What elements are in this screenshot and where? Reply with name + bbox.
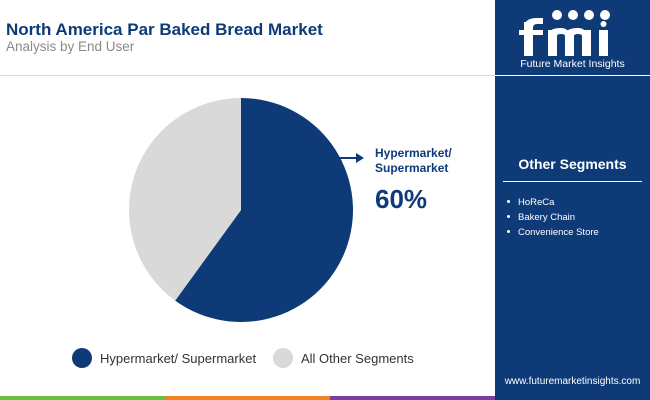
website-link[interactable]: www.futuremarketinsights.com	[504, 376, 641, 387]
sidebar: Future Market Insights Other Segments Ho…	[495, 0, 650, 400]
bullet-icon	[507, 214, 510, 218]
page-title: North America Par Baked Bread Market	[6, 20, 323, 39]
annotation-arrow-head	[356, 153, 364, 163]
annotation-label: Hypermarket/ Supermarket	[375, 146, 452, 176]
pie-slices	[129, 98, 353, 322]
other-segments-title: Other Segments	[518, 156, 627, 172]
legend-swatch-other	[273, 348, 293, 368]
bullet-icon	[507, 199, 510, 203]
bottom-bar-purple	[330, 396, 495, 400]
pie-slice-other-segments	[129, 98, 241, 301]
legend-item-other: All Other Segments	[273, 347, 414, 369]
fmi-logo	[519, 10, 610, 56]
other-segments-list: HoReCa Bakery Chain Convenience Store	[507, 195, 599, 240]
other-segments-divider	[503, 181, 642, 182]
bottom-bar-orange	[165, 396, 330, 400]
legend-label-other: All Other Segments	[301, 350, 414, 366]
pie-chart	[129, 98, 364, 322]
pie-slice-hypermarket	[175, 98, 353, 322]
brand-tagline: Future Market Insights	[520, 58, 625, 70]
legend-swatch-hypermarket	[72, 348, 92, 368]
annotation-label-line2: Supermarket	[375, 161, 449, 175]
header-divider	[0, 75, 495, 76]
legend-item-hypermarket: Hypermarket/ Supermarket	[72, 347, 256, 369]
page-subtitle: Analysis by End User	[6, 39, 135, 54]
annotation-value: 60%	[375, 184, 428, 214]
legend-label-hypermarket: Hypermarket/ Supermarket	[100, 350, 257, 366]
bottom-bar-green	[0, 396, 165, 400]
segment-item-convenience-store: Convenience Store	[507, 225, 599, 240]
sidebar-logo-divider	[495, 75, 650, 76]
bullet-icon	[507, 229, 510, 233]
segment-item-horeca: HoReCa	[507, 195, 599, 210]
segment-item-bakery-chain: Bakery Chain	[507, 210, 599, 225]
annotation-label-line1: Hypermarket/	[375, 146, 452, 160]
